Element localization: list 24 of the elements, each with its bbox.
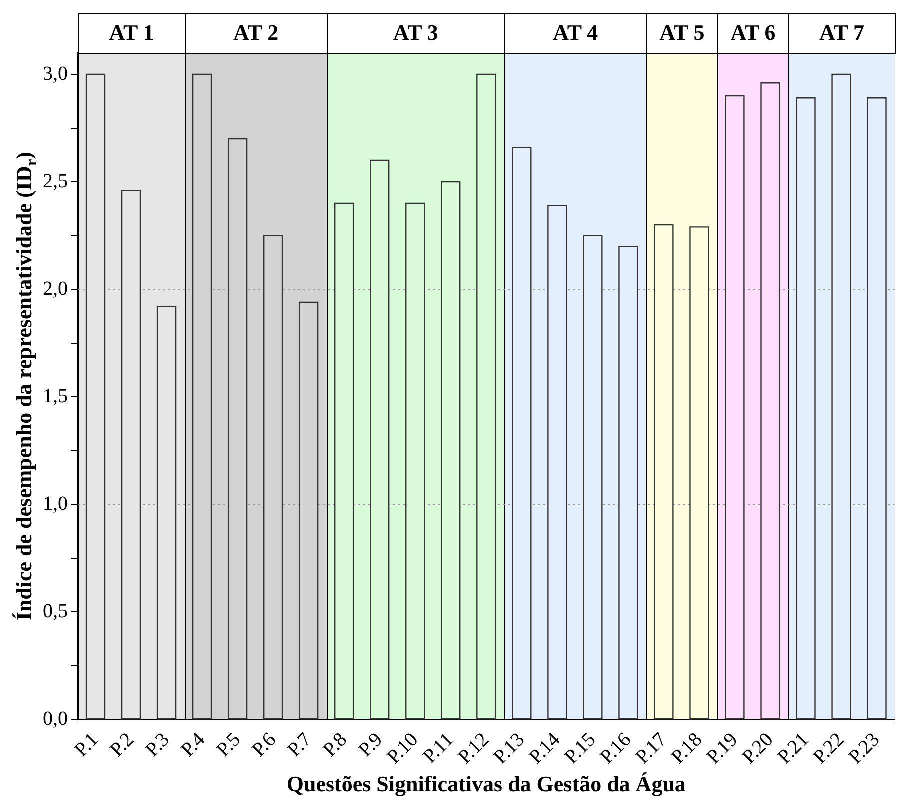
x-tick-label: P.4 — [177, 728, 210, 762]
x-tick-label: P.1 — [70, 728, 104, 762]
x-tick-label: P.8 — [319, 728, 352, 762]
y-tick-label: 3,0 — [43, 62, 68, 85]
y-tick-label: 1,0 — [43, 492, 68, 515]
x-tick-label: P.3 — [142, 728, 174, 762]
text: AT 2 — [184, 13, 328, 54]
y-tick-label: 0,0 — [43, 708, 68, 730]
text: AT 1 — [78, 13, 186, 54]
text: AT 7 — [788, 13, 896, 54]
y-tick-label: 2,0 — [43, 278, 68, 300]
x-tick-label: P.6 — [248, 728, 281, 762]
y-tick-label: 2,5 — [43, 170, 68, 192]
x-axis-title: Questões Significativas da Gestão da Água — [286, 771, 686, 796]
text: AT 5 — [646, 13, 718, 54]
x-tick-label: P.5 — [212, 728, 246, 762]
text: AT 4 — [504, 13, 648, 54]
text: AT 6 — [717, 13, 790, 54]
y-axis-title: Índice de desempenho da representatividade (IDr) — [12, 152, 41, 621]
y-tick-label: 0,5 — [43, 600, 68, 622]
text: AT 3 — [326, 13, 506, 54]
x-tick-label: P.2 — [106, 728, 139, 762]
x-tick-label: P.7 — [284, 728, 316, 762]
y-tick-label: 1,5 — [43, 385, 68, 408]
